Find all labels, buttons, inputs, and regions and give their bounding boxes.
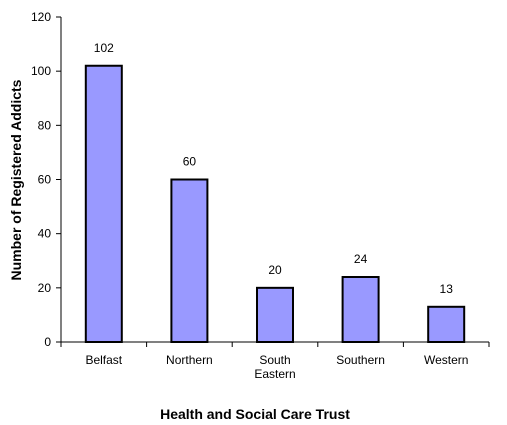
x-tick-label: Northern: [166, 353, 213, 367]
y-axis-ticks: 0 20 40 60 80 100 120: [31, 10, 61, 349]
bar-value-label: 60: [183, 155, 197, 169]
bar-value-label: 13: [440, 282, 454, 296]
bar: [427, 305, 466, 343]
bar: [341, 276, 380, 343]
y-axis-title: Number of Registered Addicts: [8, 79, 24, 280]
x-tick-label: Eastern: [254, 367, 295, 381]
x-tick-label: South: [259, 353, 290, 367]
bar-value-label: 24: [354, 252, 368, 266]
y-tick-label: 80: [38, 118, 52, 132]
x-tick-label: Belfast: [85, 353, 122, 367]
y-tick-label: 20: [38, 281, 52, 295]
y-tick-label: 100: [31, 64, 51, 78]
y-tick-label: 60: [38, 173, 52, 187]
x-axis-title: Health and Social Care Trust: [160, 406, 350, 422]
bar: [170, 178, 209, 343]
bar-value-label: 20: [268, 263, 282, 277]
y-tick-label: 40: [38, 227, 52, 241]
bar-value-label: 102: [94, 41, 114, 55]
plot-area: 0 20 40 60 80 100 120 Belfast Northern SouthEast…: [31, 10, 490, 381]
bar: [84, 64, 123, 343]
y-tick-label: 120: [31, 10, 51, 24]
x-tick-label: Western: [424, 353, 468, 367]
y-tick-label: 0: [44, 335, 51, 349]
bar-series: [84, 64, 466, 344]
x-tick-label: Southern: [336, 353, 385, 367]
bar: [256, 286, 294, 344]
data-labels: 102 60 20 24 13: [94, 41, 453, 296]
